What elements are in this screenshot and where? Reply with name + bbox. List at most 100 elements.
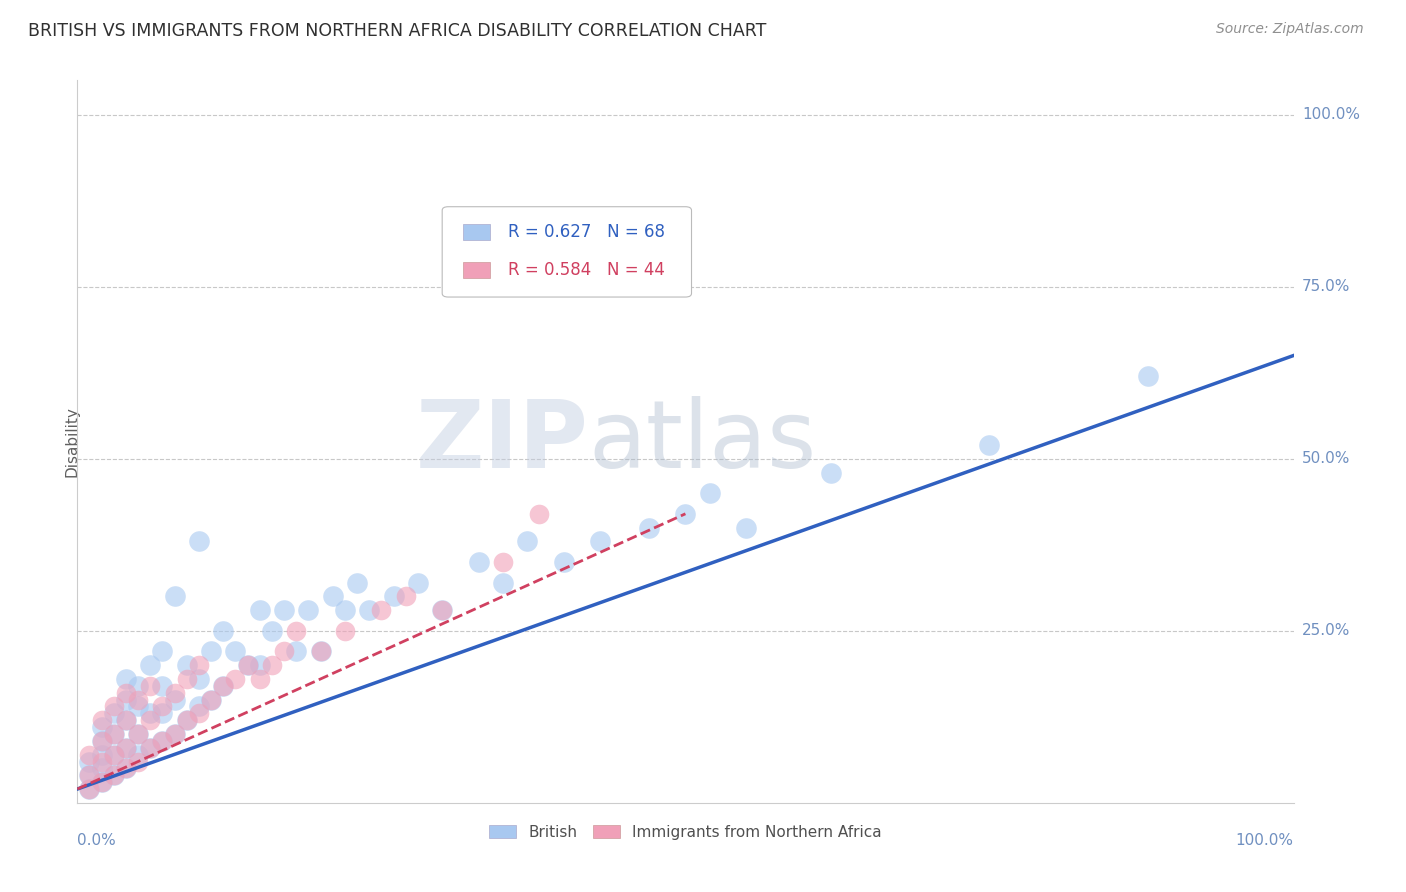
Point [115,686,138,700]
Point [212,624,235,638]
Point [406,575,429,590]
Text: atlas: atlas [588,395,817,488]
Point [103,768,125,782]
Point [139,706,162,721]
Point [382,590,405,604]
Point [79,747,101,762]
Point [152,734,174,748]
Point [115,740,138,755]
Point [152,699,174,714]
Point [212,679,235,693]
Point [188,658,211,673]
Point [139,658,162,673]
Point [103,699,125,714]
Point [395,590,418,604]
Point [249,672,271,686]
FancyBboxPatch shape [463,261,489,277]
Point [236,658,259,673]
Point [260,624,283,638]
Point [285,624,308,638]
Point [152,644,174,658]
Point [492,555,515,569]
Point [492,575,515,590]
Point [1136,369,1159,384]
Point [115,761,138,775]
Point [163,686,186,700]
Text: 50.0%: 50.0% [1302,451,1350,467]
Point [273,603,295,617]
Point [589,534,612,549]
Point [115,740,138,755]
Point [675,507,697,521]
Point [79,782,101,797]
Point [139,713,162,727]
Point [176,713,198,727]
Point [200,692,222,706]
Point [638,520,661,534]
Point [430,603,453,617]
Point [127,692,149,706]
Point [212,679,235,693]
Point [309,644,332,658]
Point [90,775,112,789]
Point [297,603,319,617]
Point [224,672,246,686]
Point [103,727,125,741]
Point [163,727,186,741]
Point [309,644,332,658]
Point [115,672,138,686]
Point [152,706,174,721]
Point [139,740,162,755]
Point [516,534,538,549]
Point [176,672,198,686]
Point [115,713,138,727]
Point [249,658,271,673]
Point [90,761,112,775]
Text: ZIP: ZIP [415,395,588,488]
Point [103,747,125,762]
Point [79,768,101,782]
Point [127,699,149,714]
Point [553,555,575,569]
Point [333,603,356,617]
Point [103,747,125,762]
Point [90,713,112,727]
Text: Source: ZipAtlas.com: Source: ZipAtlas.com [1216,22,1364,37]
Point [152,734,174,748]
Point [90,747,112,762]
Point [224,644,246,658]
Point [188,699,211,714]
FancyBboxPatch shape [441,207,692,297]
Text: 100.0%: 100.0% [1302,107,1360,122]
Text: 75.0%: 75.0% [1302,279,1350,294]
Point [127,727,149,741]
Point [115,692,138,706]
Point [430,603,453,617]
Point [249,603,271,617]
Point [90,734,112,748]
Point [285,644,308,658]
Point [735,520,758,534]
Point [90,775,112,789]
Point [200,692,222,706]
Point [139,740,162,755]
Point [127,747,149,762]
Point [188,706,211,721]
Point [115,713,138,727]
Point [529,507,551,521]
Point [359,603,381,617]
Point [103,768,125,782]
Point [163,692,186,706]
Point [79,755,101,769]
Point [820,466,842,480]
Point [979,438,1001,452]
Point [273,644,295,658]
Point [139,679,162,693]
Point [79,768,101,782]
Text: R = 0.627   N = 68: R = 0.627 N = 68 [508,223,665,241]
Y-axis label: Disability: Disability [65,406,79,477]
Legend: British, Immigrants from Northern Africa: British, Immigrants from Northern Africa [482,819,889,846]
Point [115,761,138,775]
Point [90,734,112,748]
Point [322,590,344,604]
